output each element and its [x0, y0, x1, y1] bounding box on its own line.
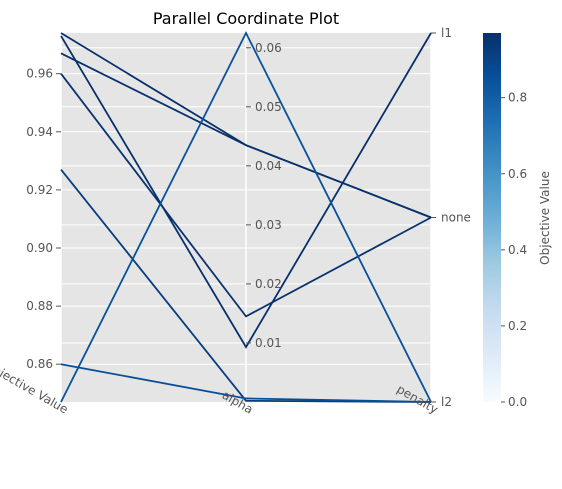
chart-title: Parallel Coordinate Plot [153, 9, 339, 28]
colorbar-tick-label: 0.4 [508, 243, 527, 257]
penalty-tick-label: l2 [441, 395, 452, 409]
series-line-2 [60, 52, 432, 219]
colorbar-tick-label: 0.8 [508, 91, 527, 105]
objective-tick-label: 0.94 [26, 125, 53, 139]
alpha-tick-label: 0.06 [255, 41, 282, 55]
colorbar-ticks: 0.0 0.2 0.4 0.6 0.8 [501, 91, 527, 409]
alpha-tick-label: 0.04 [255, 159, 282, 173]
series-line-7 [60, 30, 432, 403]
axis-ticks: 0.86 0.88 0.90 0.92 0.94 0.96 0.01 0.02 0.03 0.04… [26, 26, 471, 409]
objective-tick-label: 0.88 [26, 299, 53, 313]
penalty-tick-label: none [441, 211, 471, 225]
penalty-tick-label: l1 [441, 26, 452, 40]
colorbar-tick-label: 0.2 [508, 319, 527, 333]
objective-tick-label: 0.86 [26, 357, 53, 371]
objective-tick-label: 0.96 [26, 67, 53, 81]
series-line-4 [60, 73, 432, 318]
objective-tick-label: 0.92 [26, 183, 53, 197]
alpha-tick-label: 0.03 [255, 218, 282, 232]
alpha-tick-label: 0.02 [255, 277, 282, 291]
objective-tick-label: 0.90 [26, 241, 53, 255]
alpha-tick-label: 0.01 [255, 336, 282, 350]
series-line-3 [60, 32, 432, 349]
colorbar-tick-label: 0.0 [508, 395, 527, 409]
colorbar-label: Objective Value [538, 171, 552, 265]
colorbar-tick-label: 0.6 [508, 167, 527, 181]
colorbar [483, 33, 501, 402]
alpha-tick-label: 0.05 [255, 100, 282, 114]
series-lines [60, 30, 432, 403]
series-line-6 [60, 363, 432, 403]
